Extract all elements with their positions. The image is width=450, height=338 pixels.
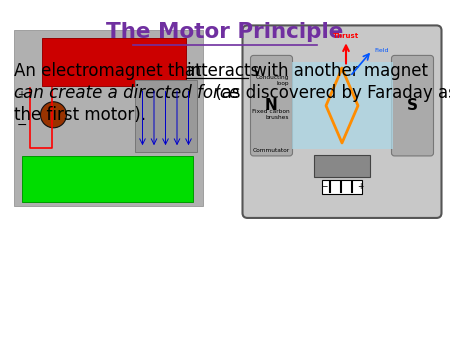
Text: Field: Field (374, 48, 388, 53)
Circle shape (40, 102, 67, 128)
FancyBboxPatch shape (243, 25, 441, 218)
Text: −: − (321, 183, 327, 191)
FancyBboxPatch shape (251, 55, 292, 156)
Text: can create a directed force: can create a directed force (14, 84, 239, 102)
Bar (22, 156, 193, 202)
Text: −: − (16, 119, 27, 132)
Bar (41, 39, 185, 87)
Text: The Motor Principle: The Motor Principle (106, 22, 344, 42)
Text: Commutator: Commutator (252, 148, 289, 153)
Text: interacts: interacts (186, 62, 259, 80)
Bar (14, 30, 203, 206)
Text: Thrust: Thrust (333, 33, 359, 40)
Text: Fixed carbon
brushes: Fixed carbon brushes (252, 109, 289, 120)
Text: +: + (357, 183, 363, 191)
Text: with another magnet: with another magnet (248, 62, 428, 80)
Bar (314, 155, 370, 177)
Bar (135, 80, 197, 152)
Text: An electromagnet that: An electromagnet that (14, 62, 207, 80)
Text: the first motor).: the first motor). (14, 106, 146, 124)
FancyBboxPatch shape (392, 55, 433, 156)
Text: S: S (407, 98, 418, 113)
Text: +: + (18, 91, 26, 100)
Text: (as discovered by Faraday as: (as discovered by Faraday as (210, 84, 450, 102)
Text: Conducting
loop: Conducting loop (256, 75, 289, 86)
Bar (292, 63, 392, 149)
Bar (322, 180, 362, 194)
Text: N: N (265, 98, 278, 113)
